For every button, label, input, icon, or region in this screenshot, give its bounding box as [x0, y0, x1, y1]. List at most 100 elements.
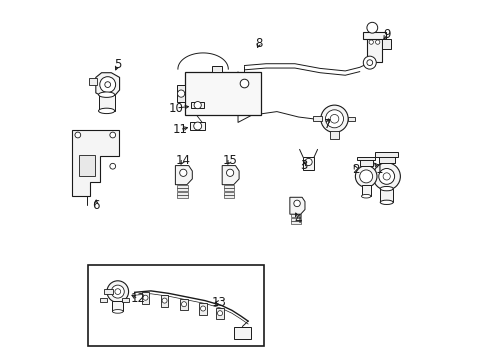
Text: 14: 14: [176, 154, 190, 167]
Circle shape: [179, 169, 186, 176]
Circle shape: [111, 285, 124, 298]
Bar: [223, 185, 234, 188]
Bar: [177, 195, 187, 198]
Circle shape: [217, 311, 222, 316]
Bar: [216, 308, 223, 319]
Text: 1: 1: [375, 163, 383, 176]
Text: 8: 8: [255, 37, 262, 50]
Bar: [380, 189, 392, 202]
Circle shape: [325, 110, 343, 128]
Bar: [142, 292, 149, 304]
Circle shape: [110, 163, 115, 169]
Text: 11: 11: [172, 123, 187, 136]
Ellipse shape: [98, 92, 115, 97]
Bar: [112, 301, 123, 311]
Bar: [223, 192, 234, 195]
Polygon shape: [175, 166, 192, 185]
Circle shape: [305, 158, 311, 166]
Bar: [361, 185, 370, 196]
Circle shape: [320, 105, 347, 132]
Circle shape: [110, 132, 115, 138]
Bar: [180, 299, 187, 310]
Ellipse shape: [380, 200, 392, 204]
Bar: [185, 72, 260, 115]
Bar: [291, 221, 300, 224]
Bar: [191, 102, 204, 108]
Polygon shape: [222, 166, 239, 185]
Circle shape: [355, 166, 376, 187]
Circle shape: [75, 132, 81, 138]
Bar: [381, 39, 390, 49]
Bar: [88, 78, 96, 85]
Bar: [199, 303, 206, 315]
Circle shape: [107, 281, 128, 302]
Bar: [329, 131, 338, 139]
Bar: [223, 188, 234, 191]
Bar: [161, 295, 168, 307]
Bar: [291, 214, 300, 217]
Bar: [223, 195, 234, 198]
Text: 12: 12: [130, 292, 145, 305]
Polygon shape: [96, 73, 120, 97]
Bar: [99, 95, 115, 111]
Text: 10: 10: [168, 102, 183, 114]
Bar: [177, 188, 187, 191]
Circle shape: [368, 40, 373, 44]
Text: 9: 9: [382, 28, 389, 41]
Circle shape: [226, 169, 233, 176]
Circle shape: [181, 302, 186, 307]
Circle shape: [329, 114, 338, 123]
Text: 7: 7: [323, 118, 330, 131]
Text: 6: 6: [92, 199, 100, 212]
Circle shape: [115, 289, 121, 294]
Bar: [366, 35, 381, 62]
Bar: [177, 185, 187, 188]
Circle shape: [372, 163, 400, 190]
Circle shape: [200, 306, 205, 311]
Bar: [211, 66, 221, 72]
Circle shape: [366, 22, 377, 33]
Circle shape: [194, 102, 201, 109]
Text: 15: 15: [222, 154, 237, 167]
Bar: [347, 117, 354, 121]
Bar: [233, 327, 250, 339]
Polygon shape: [72, 130, 119, 196]
Bar: [359, 158, 372, 166]
Circle shape: [177, 90, 184, 97]
Bar: [177, 85, 185, 102]
Bar: [104, 289, 113, 294]
Bar: [363, 32, 385, 39]
Bar: [303, 157, 313, 170]
Circle shape: [378, 168, 394, 184]
Ellipse shape: [98, 108, 115, 114]
Polygon shape: [289, 197, 305, 214]
Circle shape: [193, 122, 201, 130]
Bar: [122, 298, 128, 302]
Text: 5: 5: [114, 58, 121, 71]
Circle shape: [359, 170, 372, 183]
Bar: [79, 155, 95, 176]
Circle shape: [240, 79, 248, 88]
Circle shape: [382, 173, 389, 180]
Circle shape: [100, 77, 115, 93]
Ellipse shape: [361, 194, 370, 198]
Circle shape: [104, 82, 110, 87]
Bar: [88, 265, 264, 346]
Circle shape: [363, 56, 375, 69]
Bar: [378, 154, 394, 163]
Text: 4: 4: [294, 213, 302, 226]
Bar: [374, 152, 397, 157]
Bar: [312, 116, 321, 121]
Bar: [291, 218, 300, 221]
Text: 2: 2: [352, 163, 359, 176]
Text: 3: 3: [300, 159, 307, 172]
Circle shape: [293, 200, 300, 207]
Bar: [101, 298, 107, 302]
Bar: [356, 157, 374, 160]
Circle shape: [375, 40, 379, 44]
Text: 13: 13: [211, 296, 226, 309]
Ellipse shape: [112, 310, 123, 313]
Circle shape: [366, 60, 372, 66]
Ellipse shape: [380, 186, 392, 191]
Bar: [177, 192, 187, 195]
